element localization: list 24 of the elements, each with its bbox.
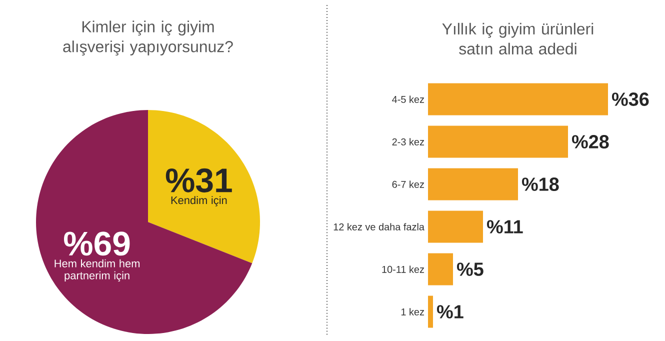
y-tick-label: 6-7 kez xyxy=(392,180,424,188)
data-label: %18 xyxy=(522,178,559,191)
y-tick-label: 4-5 kez xyxy=(392,96,424,103)
slice-label: Hem kendim hem partnerim için xyxy=(54,259,140,282)
bar xyxy=(428,210,484,243)
bar xyxy=(428,296,434,328)
y-tick-label: 1 kez xyxy=(401,308,424,316)
data-label: %28 xyxy=(572,135,609,148)
slice-label: Kendim için xyxy=(171,196,227,206)
y-tick-label: 2-3 kez xyxy=(392,138,424,146)
data-label: %1 xyxy=(437,305,464,318)
bar xyxy=(428,83,608,116)
data-label: %11 xyxy=(486,220,523,234)
y-tick-label: 10-11 kez xyxy=(382,266,424,273)
data-label: %36 xyxy=(612,92,649,106)
data-label: %69 xyxy=(64,232,130,256)
y-tick-label: 12 kez ve daha fazla xyxy=(334,223,424,230)
bar xyxy=(428,253,454,286)
bar xyxy=(428,168,518,200)
bar xyxy=(428,126,568,158)
data-label: %5 xyxy=(456,262,484,276)
data-label: %31 xyxy=(166,168,232,192)
chart-title: Kimler için iç giyim alışverişi yapıyorsunuz? xyxy=(63,20,233,56)
chart-title: Yıllık iç giyim ürünleri satın alma adedi xyxy=(442,22,594,55)
